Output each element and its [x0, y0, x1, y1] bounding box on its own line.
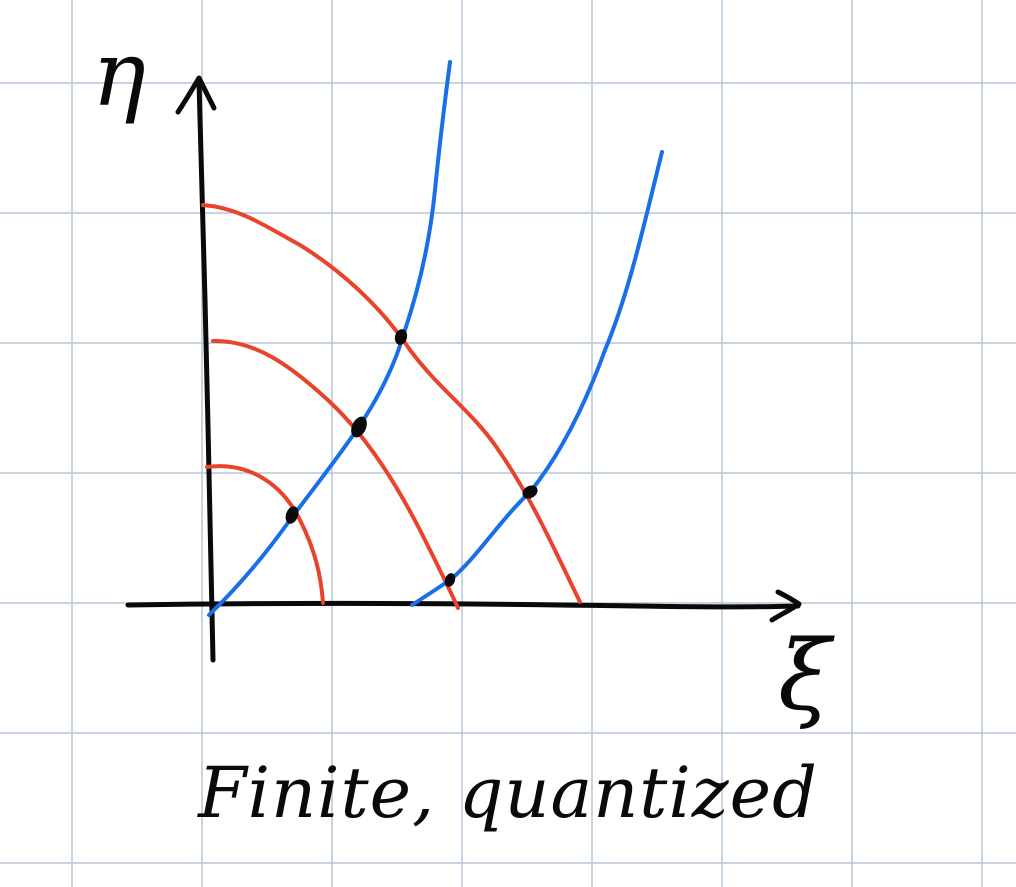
red-curves	[201, 203, 582, 610]
xi-axis-arrowhead	[769, 589, 802, 623]
xi-axis-label: ξ	[778, 620, 831, 732]
intersection-point	[285, 506, 299, 524]
intersection-point	[351, 416, 367, 438]
intersection-point	[444, 573, 456, 587]
blue-curves	[207, 60, 664, 617]
red-curve-inner	[205, 464, 325, 605]
intersection-points	[285, 329, 538, 587]
red-curve-middle	[211, 338, 460, 610]
red-curve-outer	[201, 203, 582, 604]
caption: Finite, quantized	[198, 752, 818, 834]
intersection-point	[522, 485, 538, 499]
xi-axis-line	[125, 601, 801, 610]
blue-curve-left	[207, 60, 452, 617]
blue-curve-right	[410, 150, 664, 607]
eta-axis-line	[196, 79, 216, 663]
eta-axis-arrowhead	[175, 75, 217, 115]
eta-axis-label: η	[92, 22, 146, 127]
intersection-point	[394, 329, 408, 345]
axes	[125, 75, 802, 663]
